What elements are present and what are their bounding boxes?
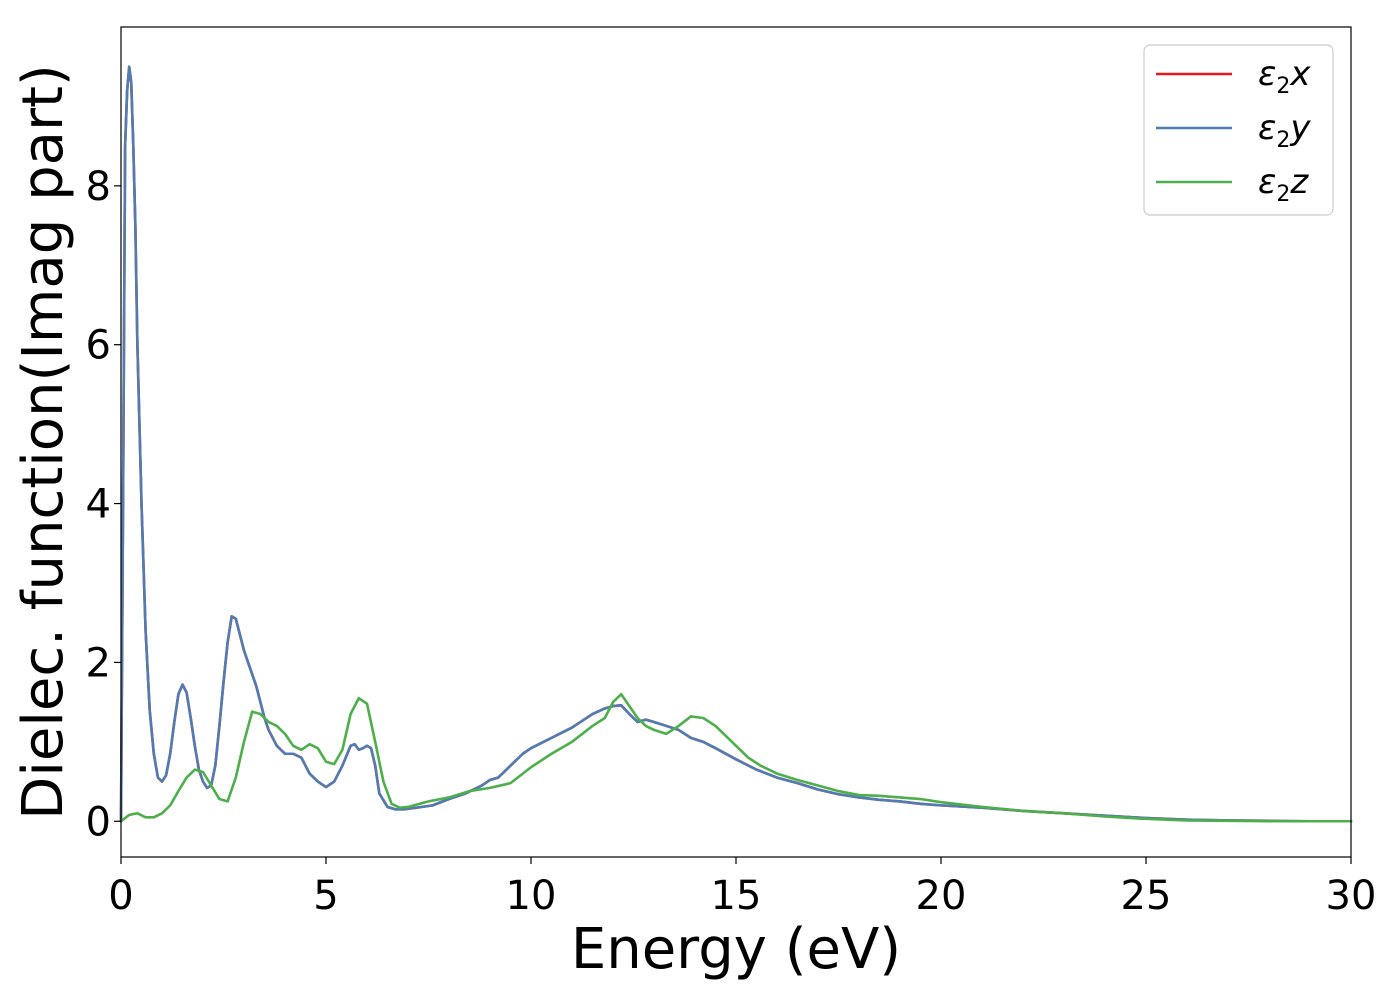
legend-subscript: 2 <box>1276 128 1290 153</box>
series-line-3 <box>119 692 1353 823</box>
y-tick-label: 4 <box>86 482 111 528</box>
legend-label-2: ε2y <box>1258 108 1311 153</box>
x-tick-label: 20 <box>916 873 967 919</box>
y-axis-ticks: 0 2 4 6 8 <box>86 164 121 845</box>
legend-subscript: 2 <box>1276 74 1290 99</box>
x-tick-label: 5 <box>313 873 338 919</box>
legend-symbol: ε <box>1258 54 1276 94</box>
y-tick-label: 0 <box>86 799 111 845</box>
legend-symbol: ε <box>1258 162 1276 202</box>
legend-label-1: ε2x <box>1258 54 1311 99</box>
series-layer <box>119 65 1353 823</box>
series-line-2 <box>119 65 1353 823</box>
legend-symbol: ε <box>1258 108 1276 148</box>
y-tick-label: 8 <box>86 164 111 210</box>
y-axis-label: Dielec. function(Imag part) <box>11 64 76 820</box>
legend-box <box>1143 44 1334 216</box>
x-tick-label: 30 <box>1326 873 1377 919</box>
legend-axis: z <box>1289 162 1309 202</box>
x-tick-label: 25 <box>1121 873 1172 919</box>
x-tick-label: 10 <box>506 873 557 919</box>
x-axis-ticks: 0 5 10 15 20 25 30 <box>108 857 1376 919</box>
legend-subscript: 2 <box>1276 182 1290 207</box>
x-axis-label: Energy (eV) <box>571 917 901 982</box>
x-tick-label: 0 <box>108 873 133 919</box>
legend-axis: x <box>1289 54 1311 94</box>
x-tick-label: 15 <box>711 873 762 919</box>
legend-axis: y <box>1289 108 1311 148</box>
y-tick-label: 2 <box>86 640 111 686</box>
legend-label-3: ε2z <box>1258 162 1309 207</box>
y-tick-label: 6 <box>86 323 111 369</box>
